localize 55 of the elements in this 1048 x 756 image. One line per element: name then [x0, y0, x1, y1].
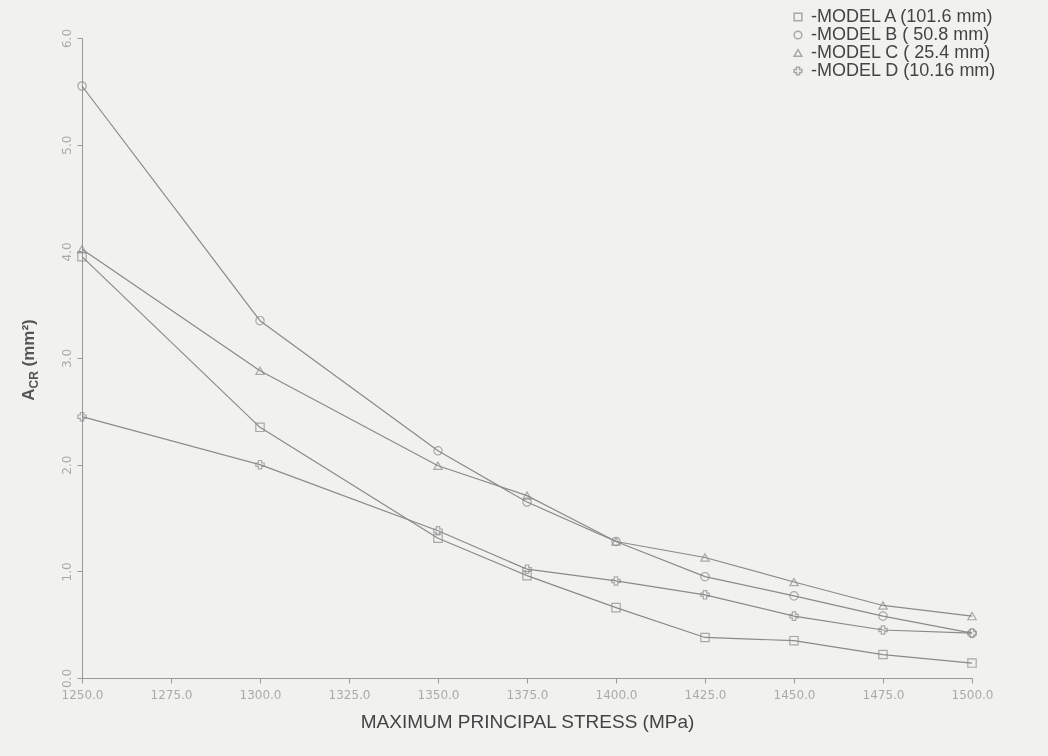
point: [700, 632, 710, 643]
legend-label: -MODEL D (10.16 mm): [811, 60, 996, 80]
point: [255, 459, 265, 470]
point: [433, 446, 443, 456]
point: [255, 366, 265, 376]
x-tick-label: 1425.0: [684, 687, 727, 702]
point: [255, 315, 265, 326]
point: [789, 611, 799, 621]
x-tick-label: 1450.0: [773, 687, 816, 702]
legend-label: -MODEL C ( 25.4 mm): [811, 42, 991, 62]
point: [967, 658, 977, 668]
x-tick-label: 1475.0: [862, 687, 905, 702]
point: [433, 526, 443, 536]
point: [878, 649, 888, 660]
point: [255, 422, 265, 433]
x-tick-label: 1400.0: [595, 687, 638, 702]
point: [700, 553, 710, 562]
x-tick-label: 1500.0: [951, 687, 994, 702]
y-tick-label: 1.0: [59, 562, 74, 582]
point: [522, 570, 532, 581]
point: [878, 601, 888, 610]
y-tick-label: 2.0: [59, 455, 74, 475]
y-tick-label: 4.0: [59, 242, 74, 262]
point: [77, 244, 87, 254]
legend-label: -MODEL A (101.6 mm): [811, 6, 993, 26]
point: [789, 635, 799, 646]
point: [878, 611, 888, 621]
x-tick-label: 1325.0: [328, 687, 371, 702]
x-axis-title: MAXIMUM PRINCIPAL STRESS (MPa): [360, 710, 695, 732]
y-tick-label: 6.0: [59, 28, 74, 49]
point: [522, 491, 532, 500]
x-tick-label: 1350.0: [417, 687, 460, 702]
x-tick-label: 1300.0: [239, 687, 282, 702]
point: [77, 251, 87, 262]
point: [522, 497, 532, 507]
legend-label: -MODEL B ( 50.8 mm): [811, 24, 990, 44]
point: [433, 533, 443, 544]
x-tick-label: 1250.0: [61, 687, 104, 702]
point: [967, 611, 977, 621]
point: [433, 461, 443, 470]
point: [611, 576, 621, 586]
point: [700, 590, 710, 600]
y-tick-label: 5.0: [59, 135, 74, 155]
point: [522, 564, 532, 574]
point: [700, 571, 710, 582]
point: [77, 81, 87, 91]
y-tick-label: 3.0: [59, 348, 74, 369]
x-tick-label: 1375.0: [506, 687, 549, 702]
point: [789, 591, 799, 601]
point: [77, 411, 87, 422]
point: [611, 602, 621, 613]
point: [789, 577, 799, 587]
y-tick-label: 0.0: [59, 668, 74, 689]
x-tick-label: 1275.0: [150, 687, 193, 702]
point: [878, 625, 888, 635]
